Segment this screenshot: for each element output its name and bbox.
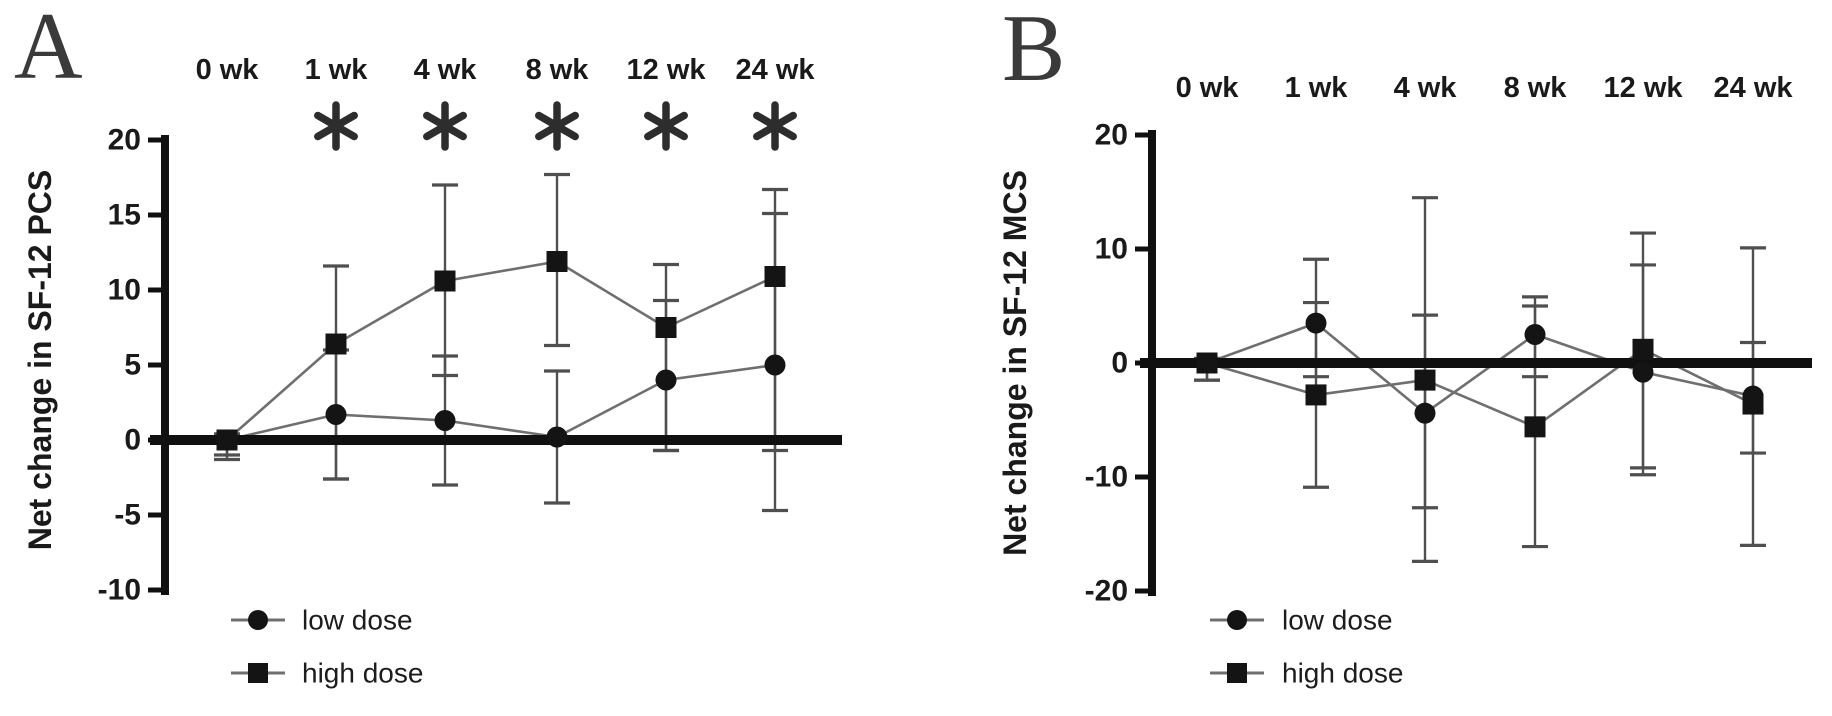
y-tick-label: 15 [108, 199, 141, 232]
error-bar [762, 187, 788, 453]
series-line-high-dose [226, 260, 776, 441]
week-label: 12 wk [627, 54, 707, 86]
week-label: 4 wk [414, 54, 478, 86]
y-tick-label: 20 [108, 124, 141, 157]
data-point-low-dose [1632, 361, 1654, 383]
data-point-high-dose [216, 429, 238, 451]
legend-marker-circle [248, 610, 268, 630]
data-point-high-dose [1524, 416, 1546, 438]
y-tick-label: -10 [1085, 461, 1128, 494]
significance-asterisk [644, 101, 688, 151]
panel-a-chart: A 0 wk 1 wk 4 wk 8 wk 12 wk 24 wk 20 15 10 5 0 -5 -10… [14, 0, 842, 689]
legend-item-low-dose: low dose [1210, 605, 1393, 636]
error-bar [323, 264, 349, 481]
week-label: 24 wk [1714, 72, 1794, 104]
legend-marker-square [1227, 663, 1247, 683]
y-tick-label: 0 [124, 424, 141, 457]
data-point-low-dose [764, 354, 786, 376]
data-point-high-dose [1305, 384, 1327, 406]
data-point-high-dose [1196, 352, 1218, 374]
panel-b-chart: B 0 wk 1 wk 4 wk 8 wk 12 wk 24 wk 20 10 0 -10 -20 Ne… [997, 0, 1812, 689]
legend-marker-square [248, 663, 268, 683]
week-label: 12 wk [1604, 72, 1684, 104]
week-label: 8 wk [1504, 72, 1568, 104]
week-label: 1 wk [305, 54, 369, 86]
asterisk-stroke [423, 111, 467, 141]
asterisk-stroke [753, 111, 797, 141]
data-point-high-dose [764, 266, 786, 287]
week-label: 4 wk [1394, 72, 1458, 104]
legend-label: high dose [1282, 658, 1403, 689]
data-point-low-dose [546, 426, 568, 448]
error-bar [653, 262, 679, 453]
panel-letter: A [14, 0, 83, 99]
y-tick-label: 10 [1095, 233, 1128, 266]
series-line-low-dose [1206, 321, 1754, 415]
y-tick-label: -10 [98, 574, 141, 607]
significance-asterisk [753, 101, 797, 151]
data-point-low-dose [1414, 402, 1436, 424]
data-point-low-dose [655, 369, 677, 391]
legend-item-low-dose: low dose [231, 605, 413, 636]
significance-asterisk [423, 101, 467, 151]
y-tick-label: -20 [1085, 575, 1128, 608]
week-label: 24 wk [736, 54, 816, 86]
data-point-low-dose [434, 410, 456, 431]
significance-asterisk [314, 101, 358, 151]
y-axis-title: Net change in SF-12 PCS [22, 170, 58, 551]
asterisk-stroke [644, 111, 688, 141]
asterisk-stroke [314, 111, 358, 141]
data-point-high-dose [1414, 369, 1436, 391]
data-point-high-dose [1742, 393, 1764, 415]
legend-item-high-dose: high dose [231, 658, 423, 689]
y-axis-title: Net change in SF-12 MCS [997, 170, 1033, 556]
y-tick-label: 20 [1095, 119, 1128, 152]
data-point-high-dose [434, 270, 456, 292]
week-label: 1 wk [1285, 72, 1349, 104]
y-tick-label: -5 [114, 499, 141, 532]
legend-marker-circle [1227, 610, 1247, 630]
data-point-high-dose [325, 333, 347, 355]
asterisk-stroke [535, 111, 579, 141]
week-label: 8 wk [526, 54, 590, 86]
data-point-low-dose [325, 404, 347, 425]
data-point-high-dose [655, 317, 677, 338]
legend-item-high-dose: high dose [1210, 658, 1403, 689]
data-point-high-dose [546, 251, 568, 272]
week-label: 0 wk [1176, 72, 1240, 104]
week-label: 0 wk [196, 54, 260, 86]
y-tick-label: 5 [124, 349, 141, 382]
data-point-high-dose [1632, 338, 1654, 360]
panel-letter: B [1002, 0, 1065, 101]
series-line-low-dose [226, 363, 776, 442]
data-point-low-dose [1305, 312, 1327, 334]
legend-label: low dose [1282, 605, 1393, 636]
legend-label: high dose [302, 658, 423, 689]
legend-label: low dose [302, 605, 413, 636]
y-tick-label: 10 [108, 274, 141, 307]
y-tick-label: 0 [1111, 347, 1128, 380]
significance-asterisk [535, 101, 579, 151]
data-point-low-dose [1524, 324, 1546, 345]
